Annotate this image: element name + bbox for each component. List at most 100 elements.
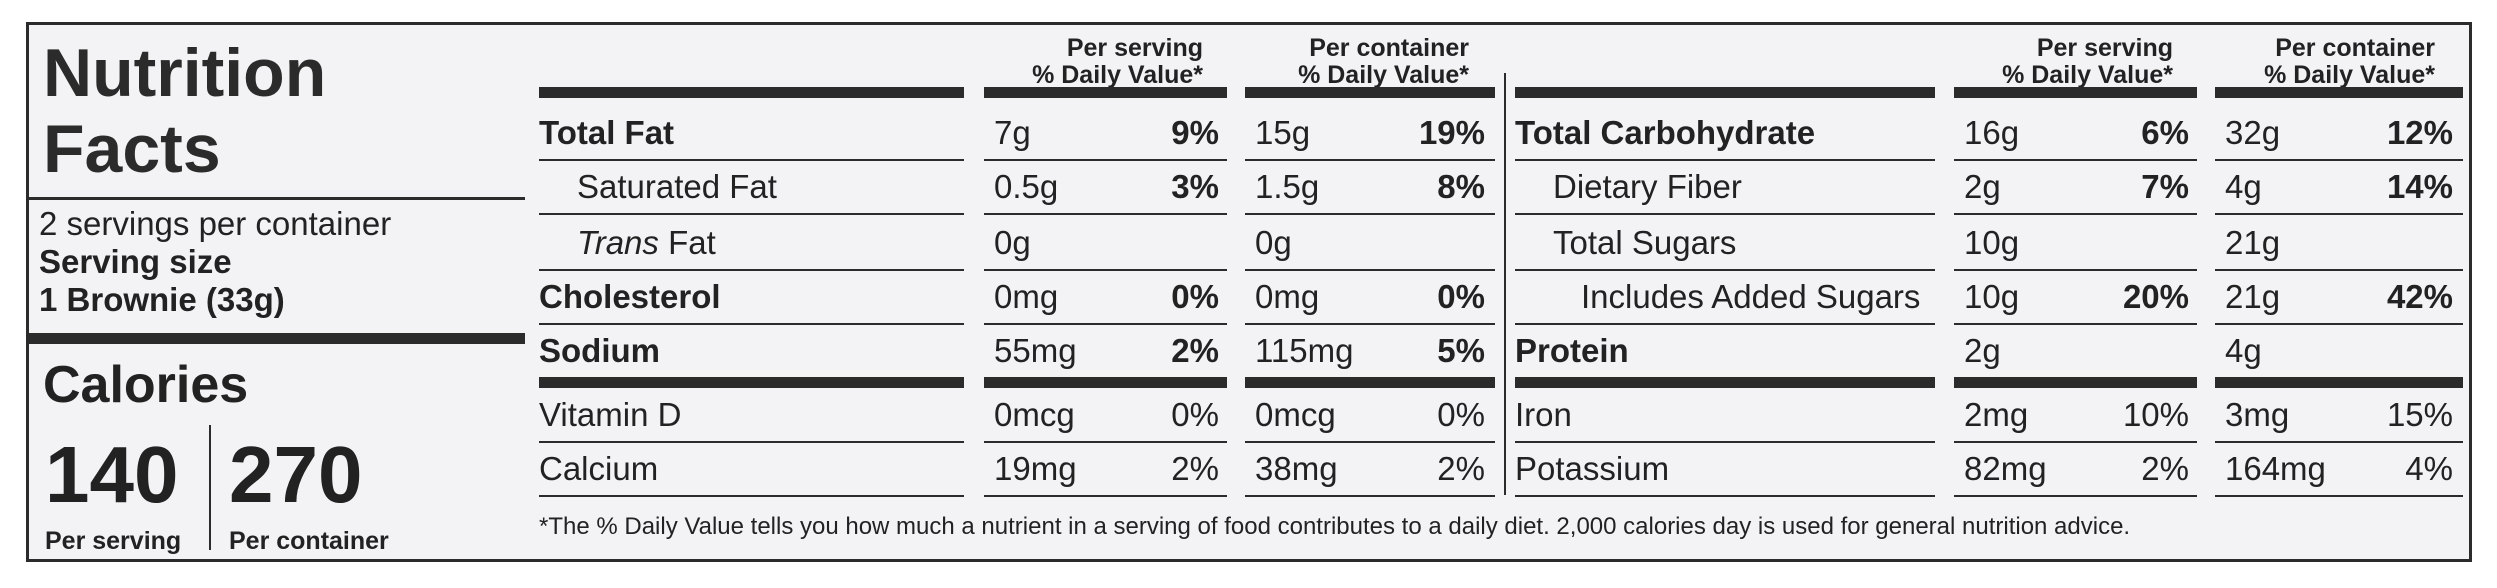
serving-dv: 7% — [2141, 168, 2189, 205]
header-right-per-serving: Per serving% Daily Value* — [2002, 34, 2173, 89]
footnote: *The % Daily Value tells you how much a … — [539, 513, 2131, 540]
serving-amount: 2g — [1964, 168, 2001, 205]
title-line-2: Facts — [43, 111, 221, 187]
nutrient-name: Total Carbohydrate — [1515, 114, 1816, 151]
row-rule — [2215, 159, 2463, 161]
nutrient-name: Total Sugars — [1553, 224, 1737, 261]
row-rule — [1245, 495, 1495, 497]
container-amount: 32g — [2225, 114, 2281, 151]
row-rule — [1245, 213, 1495, 215]
nutrient-name: Sodium — [539, 332, 660, 369]
row-rule — [1515, 495, 1935, 497]
container-amount: 0mg — [1255, 278, 1320, 315]
serving-amount: 82mg — [1964, 450, 2047, 487]
container-dv: 5% — [1437, 332, 1485, 369]
row-rule — [1954, 441, 2197, 443]
header-left-per-container: Per container% Daily Value* — [1298, 34, 1469, 89]
serving-amount: 0mg — [994, 278, 1059, 315]
calories-per-serving: 140 — [45, 430, 179, 519]
nutrient-name: Saturated Fat — [577, 168, 777, 205]
serving-dv: 20% — [2122, 278, 2189, 315]
thick-rule — [2215, 87, 2463, 98]
row-rule — [539, 159, 964, 161]
container-amount: 4g — [2225, 168, 2262, 205]
nutrient-name: Total Fat — [539, 114, 675, 151]
row-rule — [1954, 323, 2197, 325]
container-amount: 0mcg — [1255, 396, 1336, 433]
row-rule — [2215, 213, 2463, 215]
row-rule — [1515, 323, 1935, 325]
title: Nutrition Facts — [43, 35, 326, 187]
thick-rule — [1515, 377, 1935, 388]
container-dv: 12% — [2386, 114, 2453, 151]
nutrient-name: Dietary Fiber — [1553, 168, 1742, 205]
container-dv: 19% — [1418, 114, 1485, 151]
serving-amount: 0mcg — [994, 396, 1075, 433]
thick-rule — [1515, 87, 1935, 98]
serving-dv: 0% — [1171, 278, 1219, 315]
nutrient-name: Cholesterol — [539, 278, 721, 315]
row-rule — [1245, 441, 1495, 443]
column-divider — [1504, 73, 1506, 495]
container-amount: 3mg — [2225, 396, 2290, 433]
container-amount: 21g — [2225, 278, 2281, 315]
row-rule — [539, 213, 964, 215]
row-rule — [984, 213, 1227, 215]
serving-dv: 2% — [1171, 332, 1219, 369]
thick-rule — [1245, 377, 1495, 388]
row-rule — [2215, 495, 2463, 497]
row-rule — [1245, 323, 1495, 325]
thick-rule — [1245, 87, 1495, 98]
header-left-per-serving: Per serving% Daily Value* — [1032, 34, 1203, 89]
row-rule — [2215, 441, 2463, 443]
container-amount: 115mg — [1255, 332, 1354, 369]
row-rule — [2215, 269, 2463, 271]
row-rule — [1515, 159, 1935, 161]
serving-amount: 2mg — [1964, 396, 2029, 433]
thick-rule — [984, 377, 1227, 388]
serving-amount: 55mg — [994, 332, 1077, 369]
row-rule — [1515, 213, 1935, 215]
container-dv: 8% — [1437, 168, 1485, 205]
row-rule — [1245, 159, 1495, 161]
container-amount: 164mg — [2225, 450, 2326, 487]
container-dv: 0% — [1437, 396, 1485, 433]
row-rule — [1954, 159, 2197, 161]
row-rule — [2215, 323, 2463, 325]
container-dv: 2% — [1437, 450, 1485, 487]
row-rule — [539, 323, 964, 325]
serving-dv: 2% — [1171, 450, 1219, 487]
thick-rule — [984, 87, 1227, 98]
serving-amount: 19mg — [994, 450, 1077, 487]
divider — [29, 197, 525, 200]
serving-dv: 9% — [1171, 114, 1219, 151]
container-amount: 1.5g — [1255, 168, 1320, 205]
container-dv: 14% — [2386, 168, 2453, 205]
container-amount: 21g — [2225, 224, 2281, 261]
nutrient-name: Trans Fat — [577, 224, 716, 261]
container-amount: 15g — [1255, 114, 1311, 151]
container-dv: 4% — [2405, 450, 2453, 487]
row-rule — [984, 441, 1227, 443]
nutrient-name: Vitamin D — [539, 396, 682, 433]
container-dv: 15% — [2386, 396, 2453, 433]
serving-dv: 10% — [2122, 396, 2189, 433]
nutrient-name: Potassium — [1515, 450, 1670, 487]
row-rule — [1954, 213, 2197, 215]
row-rule — [539, 441, 964, 443]
serving-amount: 16g — [1964, 114, 2020, 151]
header-right-per-container: Per container% Daily Value* — [2264, 34, 2435, 89]
title-line-1: Nutrition — [43, 35, 327, 111]
row-rule — [1954, 495, 2197, 497]
row-rule — [1245, 269, 1495, 271]
thick-rule — [1954, 377, 2197, 388]
serving-size-value: 1 Brownie (33g) — [39, 281, 285, 318]
row-rule — [984, 495, 1227, 497]
nutrient-name: Includes Added Sugars — [1581, 278, 1921, 315]
container-dv: 42% — [2386, 278, 2453, 315]
container-dv: 0% — [1437, 278, 1485, 315]
serving-amount: 7g — [994, 114, 1031, 151]
thick-rule — [2215, 377, 2463, 388]
row-rule — [1515, 269, 1935, 271]
per-serving-label: Per serving — [45, 527, 182, 555]
